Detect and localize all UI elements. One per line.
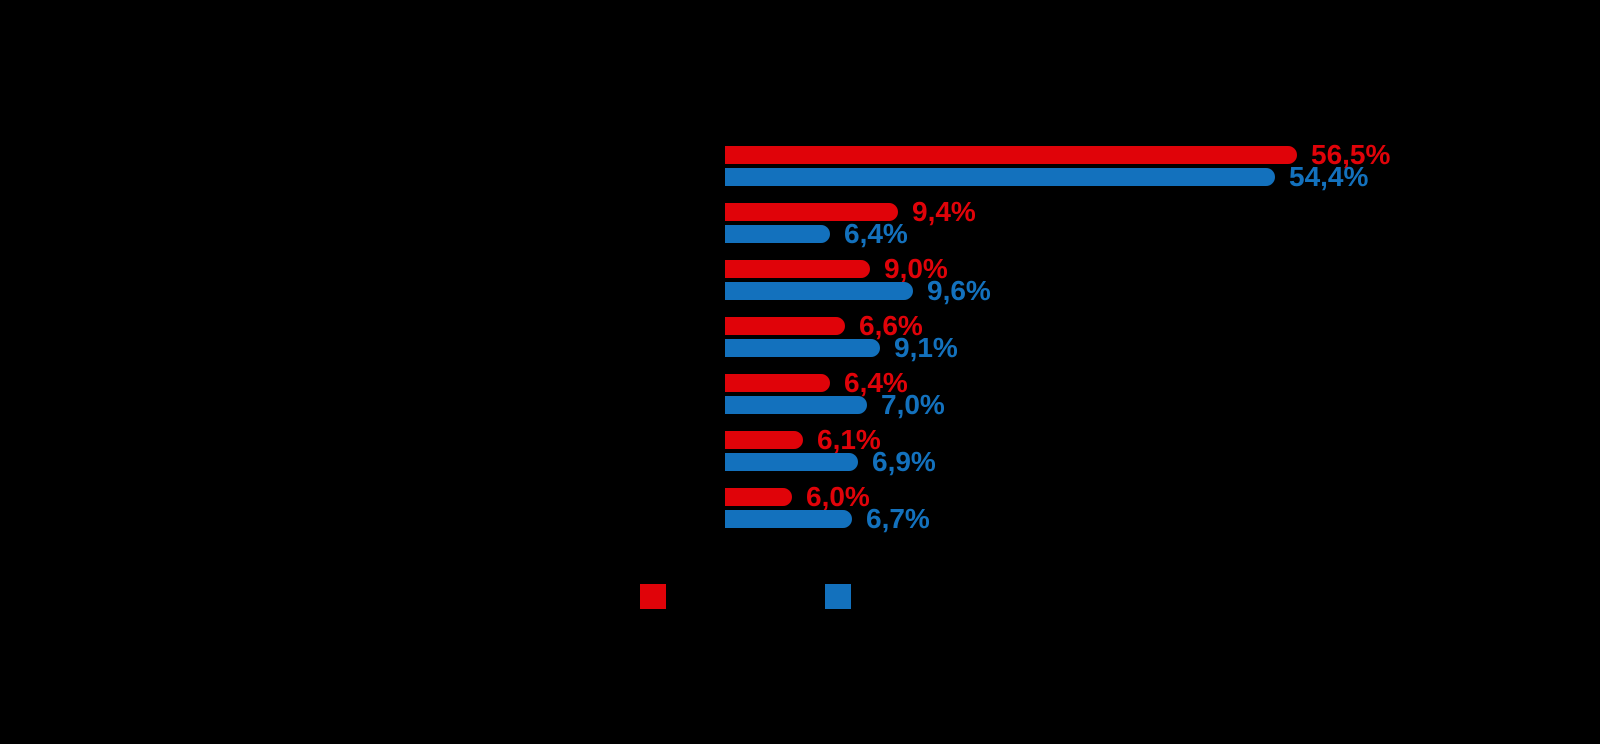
blue-bar [725, 282, 913, 300]
red-bar-value-label: 6,6% [859, 310, 923, 341]
red-bar-value-label: 6,0% [806, 481, 870, 512]
bar-pair-row: 6,4% 7,0% [725, 369, 945, 419]
legend-swatch-red [640, 584, 666, 609]
red-bar [725, 431, 803, 449]
bar-pair-row: 9,4% 6,4% [725, 198, 976, 248]
bar-pair-row: 6,6% 9,1% [725, 312, 958, 362]
red-bar-value-label: 9,0% [884, 253, 948, 284]
red-bar-value-label: 9,4% [912, 196, 976, 227]
blue-bar [725, 453, 858, 471]
red-bar [725, 146, 1297, 164]
bar-pair-row: 6,0% 6,7% [725, 483, 930, 533]
blue-bar-line: 54,4% [725, 163, 1390, 191]
bar-pair-row: 6,1% 6,9% [725, 426, 936, 476]
blue-bar-line: 9,1% [725, 334, 958, 362]
blue-bar [725, 510, 852, 528]
blue-bar-line: 6,9% [725, 448, 936, 476]
blue-bar-line: 6,7% [725, 505, 930, 533]
blue-bar-line: 7,0% [725, 391, 945, 419]
red-bar-value-label: 6,4% [844, 367, 908, 398]
bar-pair-row: 9,0% 9,6% [725, 255, 991, 305]
red-bar-line: 6,4% [725, 369, 945, 397]
red-bar-line: 9,0% [725, 255, 991, 283]
blue-bar-value-label: 7,0% [881, 389, 945, 420]
blue-bar-value-label: 54,4% [1289, 161, 1369, 192]
blue-bar-value-label: 9,6% [927, 275, 991, 306]
blue-bar [725, 396, 867, 414]
red-bar-line: 6,6% [725, 312, 958, 340]
chart-legend [640, 584, 851, 609]
red-bar [725, 203, 898, 221]
red-bar-line: 6,0% [725, 483, 930, 511]
red-bar [725, 488, 792, 506]
blue-bar [725, 225, 830, 243]
blue-bar [725, 168, 1275, 186]
red-bar-line: 9,4% [725, 198, 976, 226]
red-bar [725, 260, 870, 278]
legend-swatch-blue [825, 584, 851, 609]
blue-bar-value-label: 6,4% [844, 218, 908, 249]
red-bar-value-label: 56,5% [1311, 139, 1391, 170]
blue-bar-value-label: 6,9% [872, 446, 936, 477]
blue-bar-line: 6,4% [725, 220, 976, 248]
bar-pair-row: 56,5% 54,4% [725, 141, 1390, 191]
blue-bar [725, 339, 880, 357]
red-bar-value-label: 6,1% [817, 424, 881, 455]
blue-bar-value-label: 6,7% [866, 503, 930, 534]
red-bar [725, 374, 830, 392]
red-bar [725, 317, 845, 335]
blue-bar-line: 9,6% [725, 277, 991, 305]
red-bar-line: 6,1% [725, 426, 936, 454]
red-bar-line: 56,5% [725, 141, 1390, 169]
blue-bar-value-label: 9,1% [894, 332, 958, 363]
